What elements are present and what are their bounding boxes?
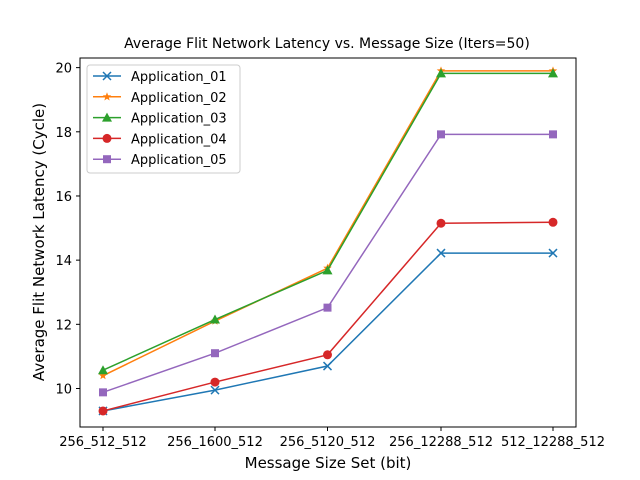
legend-label: Application_02	[131, 91, 227, 106]
legend-label: Application_03	[131, 112, 227, 127]
data-point	[322, 265, 333, 275]
legend-item: Application_03	[93, 112, 227, 127]
y-tick-label: 14	[55, 254, 72, 269]
legend-marker	[103, 155, 111, 164]
series-layer	[98, 66, 558, 416]
data-point	[98, 365, 108, 375]
x-axis-title: Message Size Set (bit)	[245, 454, 412, 472]
data-point	[436, 218, 446, 228]
y-tick-label: 10	[55, 382, 72, 397]
legend-marker	[102, 112, 112, 122]
ticks: 256_512_512 256_1600_512 256_5120_512 256_1…	[55, 62, 605, 450]
data-point	[437, 130, 445, 139]
legend-item: Application_05	[93, 153, 227, 168]
legend-marker	[102, 133, 112, 143]
x-tick-label: 256_1600_512	[167, 435, 263, 450]
legend-label: Application_01	[131, 70, 227, 85]
data-point	[323, 303, 332, 312]
series-Application_05	[99, 130, 557, 397]
data-point	[548, 68, 558, 78]
y-tick-label: 18	[55, 126, 72, 141]
y-axis-title: Average Flit Network Latency (Cycle)	[30, 103, 48, 381]
data-point	[548, 248, 558, 258]
data-point	[210, 385, 220, 395]
legend-item: Application_04	[93, 132, 227, 147]
data-point	[98, 371, 108, 380]
legend-label: Application_05	[131, 153, 227, 168]
data-point	[99, 388, 107, 397]
y-tick-label: 12	[55, 318, 72, 333]
data-point	[436, 248, 446, 258]
data-point	[436, 68, 446, 78]
chart-title: Average Flit Network Latency vs. Message…	[124, 36, 530, 52]
data-point	[211, 349, 219, 358]
data-point	[548, 217, 558, 227]
x-tick-label: 256_5120_512	[280, 435, 376, 450]
legend-item: Application_02	[93, 91, 227, 106]
data-point	[98, 406, 108, 416]
data-point	[549, 130, 557, 139]
legend-box	[86, 64, 241, 174]
data-point	[210, 314, 220, 324]
y-tick-label: 20	[55, 62, 72, 77]
x-tick-label: 256_12288_512	[389, 435, 493, 450]
series-Application_04	[98, 217, 558, 416]
data-point	[322, 361, 333, 371]
legend-label: Application_04	[131, 132, 227, 147]
legend-marker	[102, 92, 112, 101]
series-Application_03	[98, 68, 558, 375]
legend-item: Application_01	[93, 70, 227, 85]
data-point	[210, 377, 220, 387]
legend-marker	[102, 71, 112, 81]
x-tick-label: 256_512_512	[59, 435, 146, 450]
y-tick-label: 16	[55, 190, 72, 205]
legend: Application_01 Application_02 Application_…	[86, 64, 241, 174]
data-point	[323, 350, 332, 360]
x-tick-label: 512_12288_512	[501, 435, 605, 450]
